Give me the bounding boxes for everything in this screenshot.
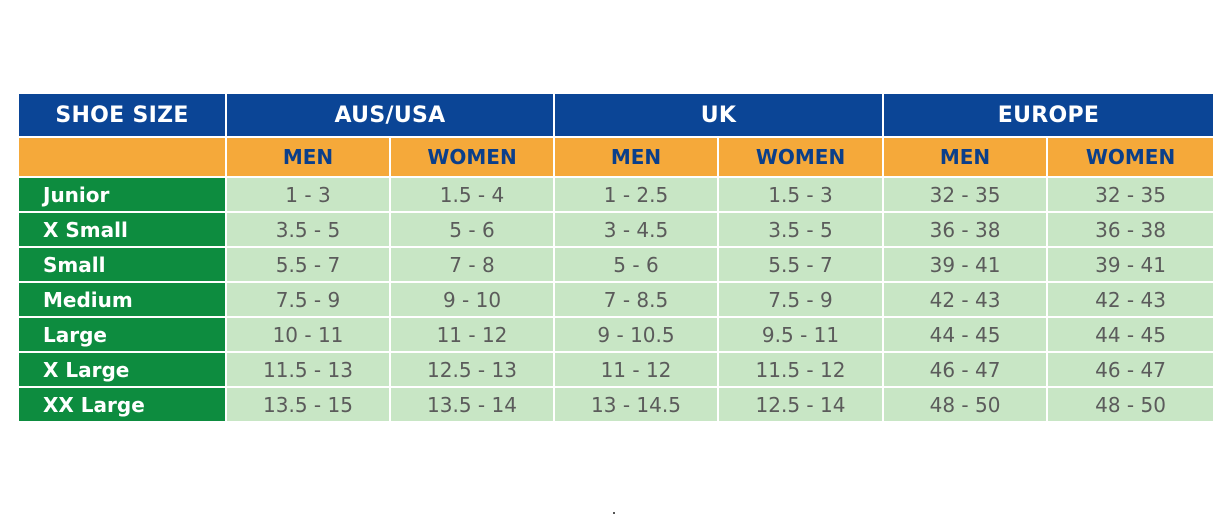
gender-header: MEN bbox=[553, 136, 719, 178]
size-cell: 32 - 35 bbox=[882, 176, 1049, 213]
size-cell: 7.5 - 9 bbox=[716, 281, 885, 318]
region-header-row: SHOE SIZE AUS/USA UK EUROPE bbox=[17, 92, 1216, 138]
stray-dot bbox=[613, 512, 615, 514]
gender-header-row: MEN WOMEN MEN WOMEN MEN WOMEN bbox=[17, 136, 1216, 178]
size-label: Large bbox=[17, 316, 227, 353]
size-cell: 3 - 4.5 bbox=[553, 211, 719, 248]
size-cell: 39 - 41 bbox=[882, 246, 1049, 283]
size-cell: 48 - 50 bbox=[1046, 386, 1216, 423]
size-cell: 10 - 11 bbox=[225, 316, 391, 353]
gender-header: WOMEN bbox=[389, 136, 555, 178]
size-cell: 11.5 - 13 bbox=[225, 351, 391, 388]
size-cell: 5 - 6 bbox=[389, 211, 555, 248]
size-cell: 42 - 43 bbox=[882, 281, 1049, 318]
shoe-size-header: SHOE SIZE bbox=[17, 92, 227, 138]
size-label: XX Large bbox=[17, 386, 227, 423]
size-cell: 46 - 47 bbox=[882, 351, 1049, 388]
size-cell: 44 - 45 bbox=[882, 316, 1049, 353]
size-cell: 11 - 12 bbox=[553, 351, 719, 388]
gender-header: MEN bbox=[882, 136, 1049, 178]
size-cell: 9 - 10.5 bbox=[553, 316, 719, 353]
gender-header: WOMEN bbox=[1046, 136, 1216, 178]
gender-header: MEN bbox=[225, 136, 391, 178]
size-cell: 3.5 - 5 bbox=[225, 211, 391, 248]
region-header-uk: UK bbox=[552, 92, 885, 138]
size-cell: 46 - 47 bbox=[1046, 351, 1216, 388]
gender-header: WOMEN bbox=[716, 136, 885, 178]
size-cell: 36 - 38 bbox=[1046, 211, 1216, 248]
size-cell: 48 - 50 bbox=[882, 386, 1049, 423]
table-row: X Large 11.5 - 13 12.5 - 13 11 - 12 11.5 - 1… bbox=[17, 351, 1216, 388]
size-cell: 5 - 6 bbox=[553, 246, 719, 283]
table-row: XX Large 13.5 - 15 13.5 - 14 13 - 14.5 12.5 … bbox=[17, 386, 1216, 423]
size-cell: 11.5 - 12 bbox=[716, 351, 885, 388]
size-label: Small bbox=[17, 246, 227, 283]
size-cell: 13.5 - 14 bbox=[389, 386, 555, 423]
shoe-size-table: SHOE SIZE AUS/USA UK EUROPE MEN WOMEN ME… bbox=[17, 92, 1216, 423]
size-cell: 7.5 - 9 bbox=[225, 281, 391, 318]
size-cell: 1.5 - 3 bbox=[716, 176, 885, 213]
size-cell: 1.5 - 4 bbox=[389, 176, 555, 213]
size-cell: 12.5 - 13 bbox=[389, 351, 555, 388]
size-cell: 13 - 14.5 bbox=[553, 386, 719, 423]
table-row: Large 10 - 11 11 - 12 9 - 10.5 9.5 - 11 44 - … bbox=[17, 316, 1216, 353]
size-label: X Large bbox=[17, 351, 227, 388]
gender-header-blank bbox=[17, 136, 227, 178]
size-label: Medium bbox=[17, 281, 227, 318]
size-cell: 39 - 41 bbox=[1046, 246, 1216, 283]
region-header-europe: EUROPE bbox=[882, 92, 1216, 138]
size-cell: 9 - 10 bbox=[389, 281, 555, 318]
size-cell: 5.5 - 7 bbox=[716, 246, 885, 283]
size-cell: 1 - 3 bbox=[225, 176, 391, 213]
size-cell: 11 - 12 bbox=[389, 316, 555, 353]
size-cell: 3.5 - 5 bbox=[716, 211, 885, 248]
size-cell: 7 - 8.5 bbox=[553, 281, 719, 318]
region-header-aus-usa: AUS/USA bbox=[225, 92, 555, 138]
size-cell: 5.5 - 7 bbox=[225, 246, 391, 283]
size-cell: 12.5 - 14 bbox=[716, 386, 885, 423]
size-cell: 1 - 2.5 bbox=[553, 176, 719, 213]
size-cell: 9.5 - 11 bbox=[716, 316, 885, 353]
size-label: Junior bbox=[17, 176, 227, 213]
size-cell: 36 - 38 bbox=[882, 211, 1049, 248]
size-cell: 7 - 8 bbox=[389, 246, 555, 283]
size-cell: 13.5 - 15 bbox=[225, 386, 391, 423]
size-cell: 44 - 45 bbox=[1046, 316, 1216, 353]
size-cell: 32 - 35 bbox=[1046, 176, 1216, 213]
size-label: X Small bbox=[17, 211, 227, 248]
size-cell: 42 - 43 bbox=[1046, 281, 1216, 318]
